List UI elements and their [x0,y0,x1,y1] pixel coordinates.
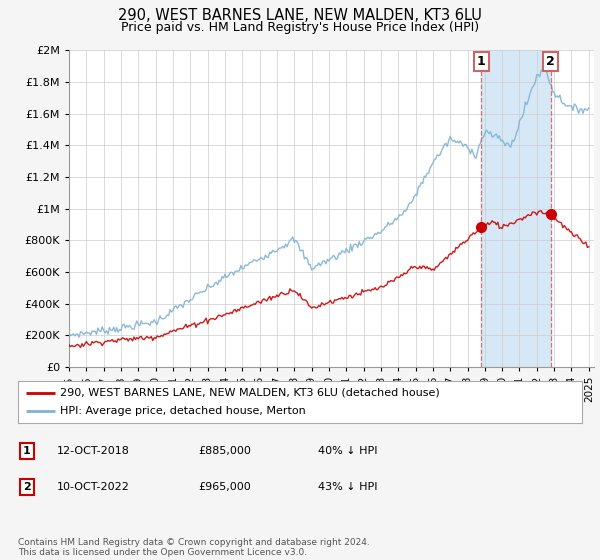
Text: 2: 2 [546,55,555,68]
Text: 43% ↓ HPI: 43% ↓ HPI [318,482,377,492]
Text: HPI: Average price, detached house, Merton: HPI: Average price, detached house, Mert… [60,406,306,416]
Text: Price paid vs. HM Land Registry's House Price Index (HPI): Price paid vs. HM Land Registry's House … [121,21,479,34]
Text: 290, WEST BARNES LANE, NEW MALDEN, KT3 6LU (detached house): 290, WEST BARNES LANE, NEW MALDEN, KT3 6… [60,388,440,398]
Text: £965,000: £965,000 [198,482,251,492]
Text: 1: 1 [23,446,31,456]
Text: 40% ↓ HPI: 40% ↓ HPI [318,446,377,456]
Text: £885,000: £885,000 [198,446,251,456]
Text: 290, WEST BARNES LANE, NEW MALDEN, KT3 6LU: 290, WEST BARNES LANE, NEW MALDEN, KT3 6… [118,8,482,24]
Text: 12-OCT-2018: 12-OCT-2018 [57,446,130,456]
Text: 1: 1 [477,55,485,68]
Text: 10-OCT-2022: 10-OCT-2022 [57,482,130,492]
Bar [481,50,551,367]
Text: Contains HM Land Registry data © Crown copyright and database right 2024.
This d: Contains HM Land Registry data © Crown c… [18,538,370,557]
Text: 2: 2 [23,482,31,492]
